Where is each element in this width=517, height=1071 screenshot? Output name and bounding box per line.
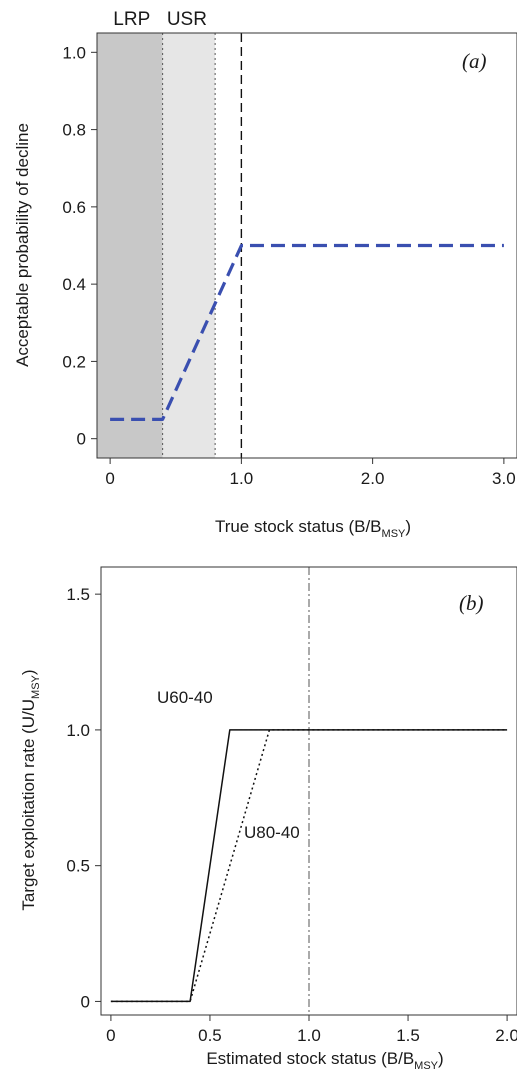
a-x-tick-label: 1.0 xyxy=(230,469,254,488)
a-zone-lrp xyxy=(97,33,163,458)
a-x-tick-label: 0 xyxy=(105,469,114,488)
b-annotation-u60-40: U60-40 xyxy=(157,688,213,707)
b-x-tick-label: 1.0 xyxy=(297,1026,321,1045)
a-plot-frame xyxy=(96,32,517,459)
a-x-axis: 0 1.0 2.0 3.0 xyxy=(105,458,516,488)
b-x-axis: 0 0.5 1.0 1.5 2.0 xyxy=(106,1015,517,1045)
b-x-tick-label: 2.0 xyxy=(495,1026,517,1045)
b-y-axis-label: Target exploitation rate (U/UMSY) xyxy=(19,669,42,910)
b-y-tick-label: 0 xyxy=(81,992,90,1011)
a-zone-label-lrp: LRP xyxy=(113,9,150,30)
panel-a: LRP USR 0 1.0 2.0 3.0 0 0.2 0.4 0.6 0.8 1.0 (a) T… xyxy=(13,9,517,540)
panel-b: 0 0.5 1.0 1.5 2.0 0 0.5 1.0 1.5 (b) U60-40 U80-… xyxy=(19,566,517,1071)
a-y-axis-label: Acceptable probability of decline xyxy=(13,123,32,367)
a-zone-usr xyxy=(162,33,216,458)
a-panel-label: (a) xyxy=(462,49,487,73)
b-series xyxy=(110,729,508,1003)
a-x-tick-label: 3.0 xyxy=(492,469,516,488)
b-y-tick-label: 1.5 xyxy=(66,585,90,604)
b-y-tick-label: 1.0 xyxy=(66,721,90,740)
b-series-u80-40-line xyxy=(110,729,508,1003)
a-zones: LRP USR xyxy=(97,9,216,458)
b-y-tick-label: 0.5 xyxy=(66,857,90,876)
a-series xyxy=(110,243,504,421)
a-y-tick-label: 0.4 xyxy=(62,275,86,294)
a-y-tick-label: 0 xyxy=(77,430,86,449)
b-x-tick-label: 0 xyxy=(106,1026,115,1045)
b-annotation-u80-40: U80-40 xyxy=(244,823,300,842)
a-y-tick-label: 1.0 xyxy=(62,43,86,62)
a-series-0-line xyxy=(110,243,504,421)
a-y-tick-label: 0.2 xyxy=(62,352,86,371)
b-y-axis: 0 0.5 1.0 1.5 xyxy=(66,585,101,1011)
a-zone-label-usr: USR xyxy=(167,9,207,30)
b-x-axis-label: Estimated stock status (B/BMSY) xyxy=(206,1049,443,1071)
b-x-tick-label: 0.5 xyxy=(198,1026,222,1045)
a-x-tick-label: 2.0 xyxy=(361,469,385,488)
a-y-tick-label: 0.8 xyxy=(62,121,86,140)
a-y-axis: 0 0.2 0.4 0.6 0.8 1.0 xyxy=(62,43,97,449)
a-x-axis-label: True stock status (B/BMSY) xyxy=(215,517,411,540)
b-x-tick-label: 1.5 xyxy=(396,1026,420,1045)
b-panel-label: (b) xyxy=(459,591,484,615)
a-y-tick-label: 0.6 xyxy=(62,198,86,217)
